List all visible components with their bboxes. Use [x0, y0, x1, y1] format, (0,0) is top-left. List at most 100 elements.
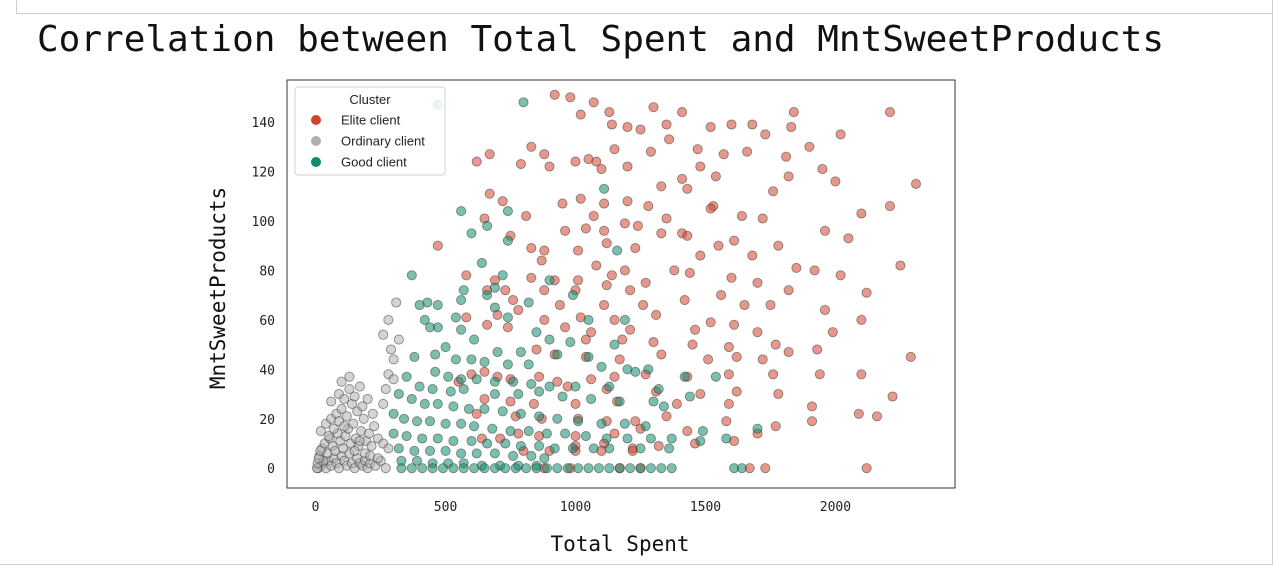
data-point	[752, 327, 763, 338]
data-point	[622, 196, 633, 207]
data-point	[682, 230, 693, 241]
data-point	[528, 398, 539, 409]
data-point	[723, 398, 734, 409]
data-point	[508, 450, 519, 461]
data-point	[414, 299, 425, 311]
data-point	[513, 388, 524, 400]
data-point	[484, 149, 495, 160]
data-point	[705, 203, 716, 214]
data-point	[363, 428, 374, 439]
data-point	[385, 344, 397, 355]
legend-box	[294, 86, 446, 176]
data-point	[354, 381, 365, 392]
data-point	[752, 277, 763, 288]
data-point	[560, 322, 571, 333]
data-point	[721, 433, 732, 444]
data-point	[573, 416, 584, 427]
data-point	[861, 463, 872, 474]
data-point	[783, 171, 794, 182]
data-point	[656, 181, 667, 192]
data-point	[606, 119, 617, 130]
data-point	[713, 240, 724, 251]
legend: Cluster Elite client Ordinary client Good c…	[294, 86, 446, 176]
legend-marker	[311, 136, 321, 146]
data-point	[531, 327, 542, 338]
y-tick-label: 100	[252, 215, 275, 230]
y-tick-label: 120	[252, 165, 275, 180]
data-point	[366, 440, 377, 452]
data-point	[450, 354, 461, 365]
data-point	[632, 220, 643, 231]
data-point	[344, 384, 355, 395]
data-point	[630, 366, 641, 377]
data-point	[588, 97, 599, 108]
data-point	[599, 198, 610, 209]
data-point	[806, 401, 818, 412]
data-point	[671, 398, 682, 409]
data-point	[552, 413, 563, 424]
data-point	[910, 178, 922, 189]
data-point	[544, 334, 555, 345]
data-point	[502, 359, 513, 370]
data-point	[768, 369, 779, 380]
data-point	[599, 225, 610, 236]
data-point	[856, 314, 867, 325]
data-point	[591, 260, 602, 271]
data-point	[856, 208, 867, 219]
data-point	[609, 314, 620, 325]
data-point	[461, 312, 472, 323]
data-point	[482, 220, 493, 231]
data-point	[541, 463, 552, 474]
data-point	[682, 183, 693, 194]
data-point	[804, 141, 815, 152]
data-point	[502, 235, 513, 246]
data-point	[450, 312, 461, 323]
data-point	[523, 359, 534, 370]
data-point	[549, 443, 560, 454]
data-point	[635, 443, 646, 454]
y-tick-label: 20	[259, 413, 275, 428]
data-point	[396, 463, 407, 474]
data-point	[466, 354, 477, 365]
data-point	[489, 376, 500, 387]
data-point	[497, 196, 508, 207]
x-axis-label: Total Spent	[550, 532, 689, 556]
data-point	[354, 435, 365, 447]
data-point	[526, 272, 537, 283]
data-point	[614, 354, 625, 365]
data-point	[656, 349, 667, 360]
data-point	[367, 408, 378, 419]
data-point	[768, 186, 779, 197]
data-point	[653, 384, 664, 395]
data-point	[523, 297, 534, 308]
data-point	[401, 431, 412, 442]
x-tick-label: 0	[312, 500, 320, 515]
data-point	[539, 149, 550, 160]
data-point	[456, 206, 467, 217]
data-point	[388, 408, 399, 419]
data-point	[586, 393, 597, 405]
data-point	[406, 270, 417, 281]
data-point	[739, 299, 750, 311]
data-point	[419, 398, 430, 409]
data-point	[573, 275, 584, 286]
data-point	[757, 354, 768, 365]
data-point	[565, 337, 576, 348]
data-point	[513, 304, 524, 316]
data-point	[770, 421, 781, 432]
y-tick-label: 40	[259, 363, 275, 378]
data-point	[747, 250, 758, 261]
data-point	[609, 339, 620, 350]
data-point	[583, 463, 594, 474]
data-point	[809, 265, 820, 276]
data-point	[482, 438, 493, 449]
data-point	[604, 381, 615, 392]
data-point	[695, 250, 706, 261]
data-point	[432, 299, 443, 311]
data-point	[502, 206, 513, 217]
data-point	[344, 371, 355, 382]
figure-title: Correlation between Total Spent and MntS…	[37, 19, 1165, 60]
data-point	[479, 393, 490, 405]
data-point	[500, 463, 511, 474]
data-point	[895, 260, 906, 271]
